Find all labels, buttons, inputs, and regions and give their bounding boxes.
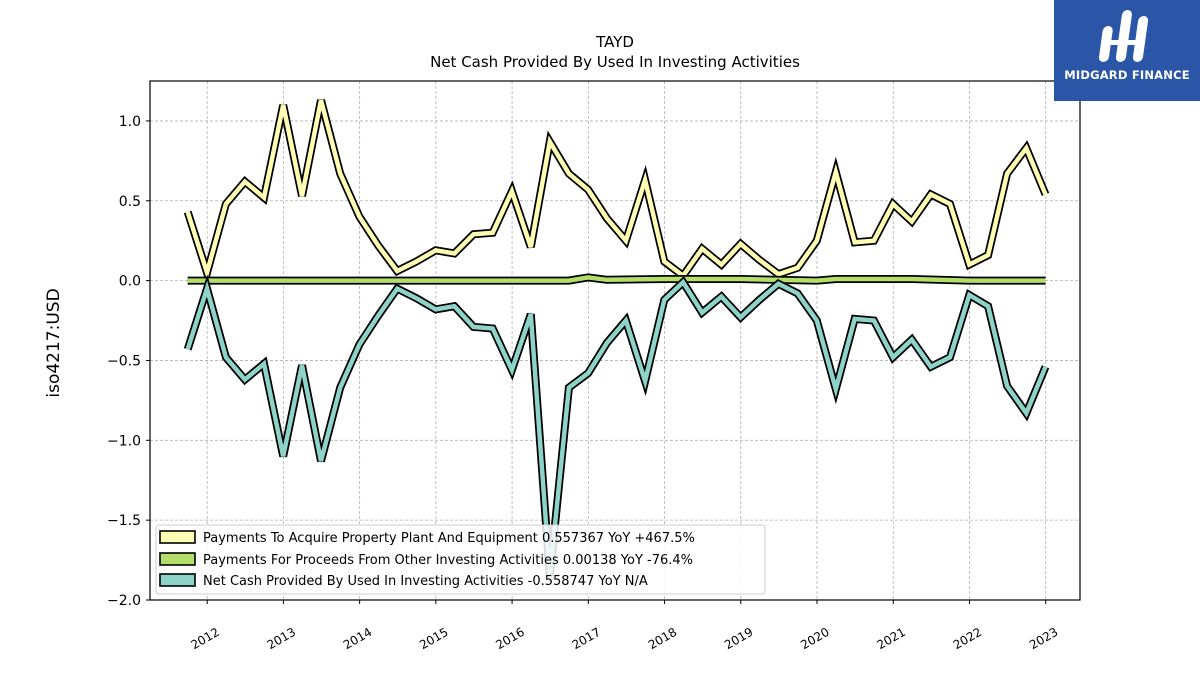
legend-entry: Payments For Proceeds From Other Investi…	[203, 553, 693, 568]
series-line-1	[185, 99, 1048, 281]
legend-swatch	[159, 530, 196, 544]
y-tick-label: 1.0	[119, 114, 141, 130]
y-tick-label: −0.5	[107, 353, 141, 369]
legend-box	[155, 524, 766, 595]
x-tick-label: 2022	[951, 625, 984, 652]
legend-swatch	[159, 552, 196, 566]
x-tick-label: 2014	[341, 625, 374, 652]
plot-frame	[149, 80, 1081, 601]
legend-entry: Net Cash Provided By Used In Investing A…	[203, 574, 648, 589]
y-ticks: −2.0 −1.5 −1.0 −0.5 0.0 0.5 1.0	[107, 114, 150, 609]
grid	[150, 81, 1080, 601]
x-tick-label: 2017	[570, 625, 603, 652]
logo-mark-icon	[1098, 10, 1149, 62]
y-axis-label: iso4217:USD	[44, 288, 64, 397]
x-tick-label: 2016	[493, 625, 526, 652]
x-ticks: 2012 2013 2014 2015 2016 2017 2018 2019 2020 2021…	[188, 600, 1060, 652]
x-tick-label: 2015	[417, 625, 450, 652]
y-tick-label: 0.0	[119, 274, 141, 290]
legend-swatch	[159, 573, 196, 587]
x-tick-label: 2013	[265, 625, 298, 652]
x-tick-label: 2021	[875, 625, 908, 652]
y-tick-label: 0.5	[119, 194, 141, 210]
x-tick-label: 2020	[798, 625, 831, 652]
y-tick-label: −1.0	[107, 433, 141, 449]
x-tick-label: 2012	[188, 625, 221, 652]
series-line-3	[185, 278, 1048, 577]
chart-title: TAYD	[595, 33, 634, 51]
chart-subtitle: Net Cash Provided By Used In Investing A…	[430, 53, 800, 71]
legend-entry: Payments To Acquire Property Plant And E…	[203, 531, 695, 546]
x-tick-label: 2023	[1027, 625, 1060, 652]
y-tick-label: −2.0	[107, 593, 141, 609]
x-tick-label: 2018	[646, 625, 679, 652]
series-lines	[183, 99, 1050, 577]
x-tick-label: 2019	[722, 625, 755, 652]
brand-logo: MIDGARD FINANCE	[1054, 0, 1200, 101]
logo-text: MIDGARD FINANCE	[1064, 68, 1190, 82]
y-tick-label: −1.5	[107, 513, 141, 529]
legend: Payments To Acquire Property Plant And E…	[155, 524, 766, 595]
series-line-2	[187, 275, 1046, 283]
